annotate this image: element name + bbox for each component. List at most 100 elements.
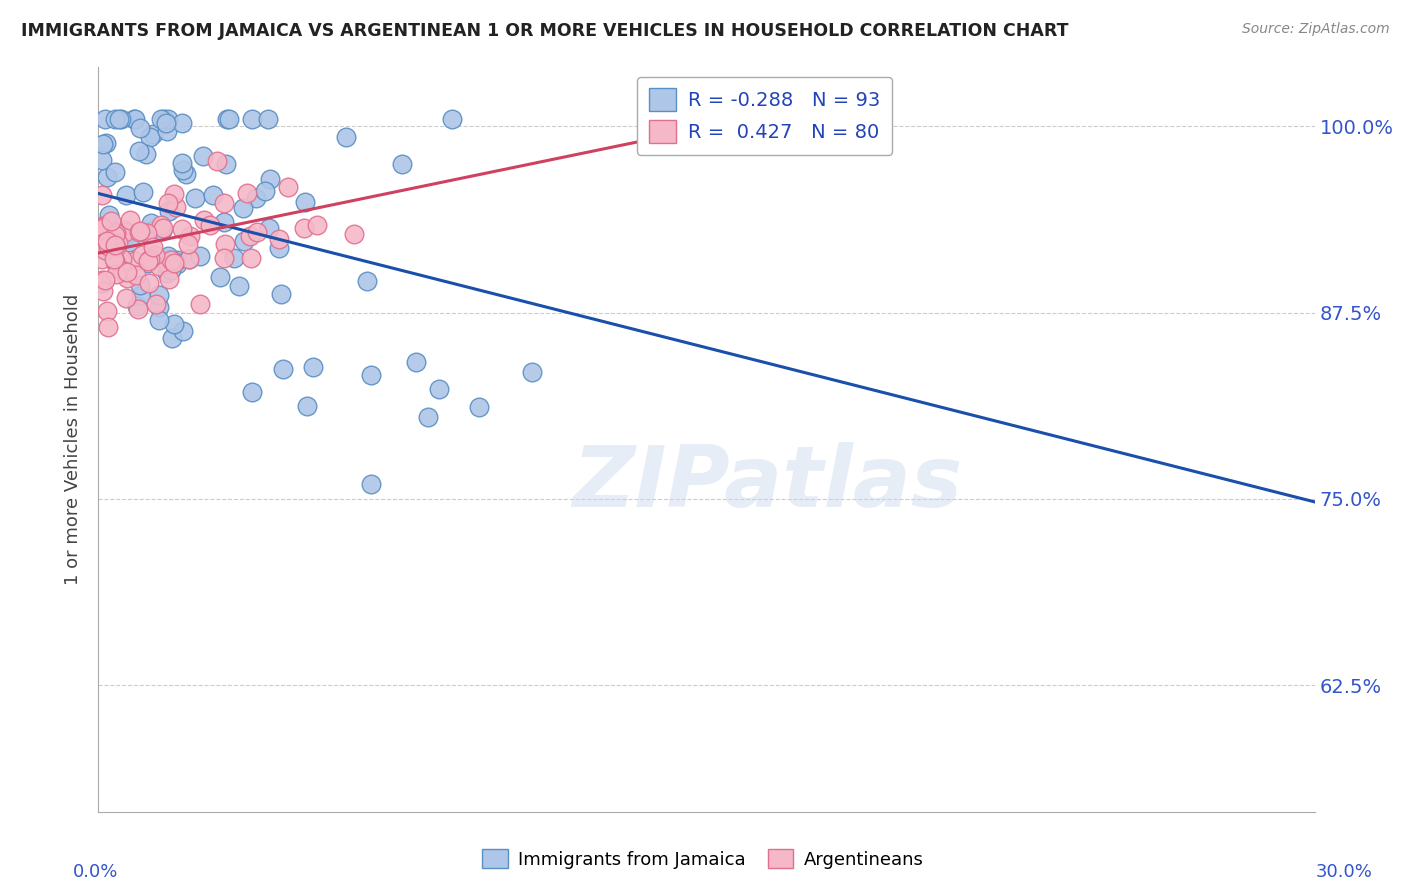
Point <box>148 259 170 273</box>
Point <box>232 201 254 215</box>
Point <box>228 278 250 293</box>
Point <box>172 116 194 130</box>
Point <box>163 186 186 201</box>
Point <box>98 208 121 222</box>
Point <box>156 266 179 280</box>
Point <box>131 248 153 262</box>
Point <box>301 360 323 375</box>
Point <box>212 215 235 229</box>
Point <box>104 227 127 242</box>
Point <box>156 196 179 211</box>
Point <box>193 212 215 227</box>
Point <box>172 156 194 170</box>
Point <box>153 112 176 126</box>
Point <box>129 121 152 136</box>
Point <box>128 225 150 239</box>
Y-axis label: 1 or more Vehicles in Household: 1 or more Vehicles in Household <box>65 293 83 585</box>
Point <box>135 226 157 240</box>
Point <box>292 220 315 235</box>
Point <box>360 476 382 491</box>
Point <box>104 240 127 254</box>
Point <box>96 136 118 151</box>
Text: Source: ZipAtlas.com: Source: ZipAtlas.com <box>1241 22 1389 37</box>
Point <box>166 253 188 268</box>
Point <box>157 272 180 286</box>
Point <box>184 191 207 205</box>
Point <box>159 252 181 267</box>
Point <box>149 112 172 126</box>
Point <box>259 220 281 235</box>
Point <box>104 112 127 126</box>
Point <box>218 112 240 126</box>
Point <box>163 255 186 269</box>
Point <box>166 257 188 271</box>
Legend: R = -0.288   N = 93, R =  0.427   N = 80: R = -0.288 N = 93, R = 0.427 N = 80 <box>637 77 891 154</box>
Point <box>122 112 145 126</box>
Point <box>97 239 120 253</box>
Point <box>188 297 211 311</box>
Point <box>91 276 114 290</box>
Point <box>253 184 276 198</box>
Point <box>104 165 127 179</box>
Point <box>117 265 139 279</box>
Point <box>335 130 357 145</box>
Point <box>416 409 439 424</box>
Point <box>468 400 491 414</box>
Point <box>155 116 177 130</box>
Point <box>114 225 136 239</box>
Point <box>222 251 245 265</box>
Point <box>112 223 135 237</box>
Point <box>104 238 127 252</box>
Point <box>124 254 146 268</box>
Point <box>149 219 172 233</box>
Point <box>136 253 159 268</box>
Point <box>91 235 114 250</box>
Point <box>201 188 224 202</box>
Point <box>136 256 159 270</box>
Point <box>148 300 170 314</box>
Point <box>170 222 193 236</box>
Text: ZIPatlas: ZIPatlas <box>572 442 963 525</box>
Text: IMMIGRANTS FROM JAMAICA VS ARGENTINEAN 1 OR MORE VEHICLES IN HOUSEHOLD CORRELATI: IMMIGRANTS FROM JAMAICA VS ARGENTINEAN 1… <box>21 22 1069 40</box>
Point <box>277 180 299 194</box>
Point <box>160 263 183 277</box>
Point <box>177 252 200 267</box>
Point <box>128 144 150 158</box>
Point <box>163 318 186 332</box>
Point <box>172 163 194 178</box>
Point <box>240 112 263 126</box>
Point <box>129 288 152 302</box>
Point <box>163 255 186 269</box>
Point <box>129 224 152 238</box>
Point <box>240 384 263 399</box>
Point <box>179 229 201 244</box>
Point <box>214 237 236 252</box>
Legend: Immigrants from Jamaica, Argentineans: Immigrants from Jamaica, Argentineans <box>475 842 931 876</box>
Text: 30.0%: 30.0% <box>1316 863 1372 881</box>
Point <box>217 112 239 126</box>
Point <box>145 297 167 311</box>
Point <box>391 157 413 171</box>
Point <box>115 270 138 285</box>
Point <box>405 354 427 368</box>
Point <box>208 269 231 284</box>
Point <box>160 331 183 345</box>
Point <box>127 301 149 316</box>
Point <box>125 299 148 313</box>
Point <box>111 262 134 277</box>
Point <box>96 234 118 248</box>
Point <box>150 224 173 238</box>
Point <box>172 324 194 338</box>
Point <box>427 382 450 396</box>
Point <box>520 365 543 379</box>
Point <box>198 218 221 232</box>
Point <box>152 221 174 235</box>
Point <box>104 224 127 238</box>
Point <box>129 277 152 292</box>
Point <box>271 361 294 376</box>
Point <box>342 227 364 241</box>
Point <box>148 313 170 327</box>
Point <box>177 237 200 252</box>
Point <box>103 252 125 266</box>
Point <box>108 254 131 268</box>
